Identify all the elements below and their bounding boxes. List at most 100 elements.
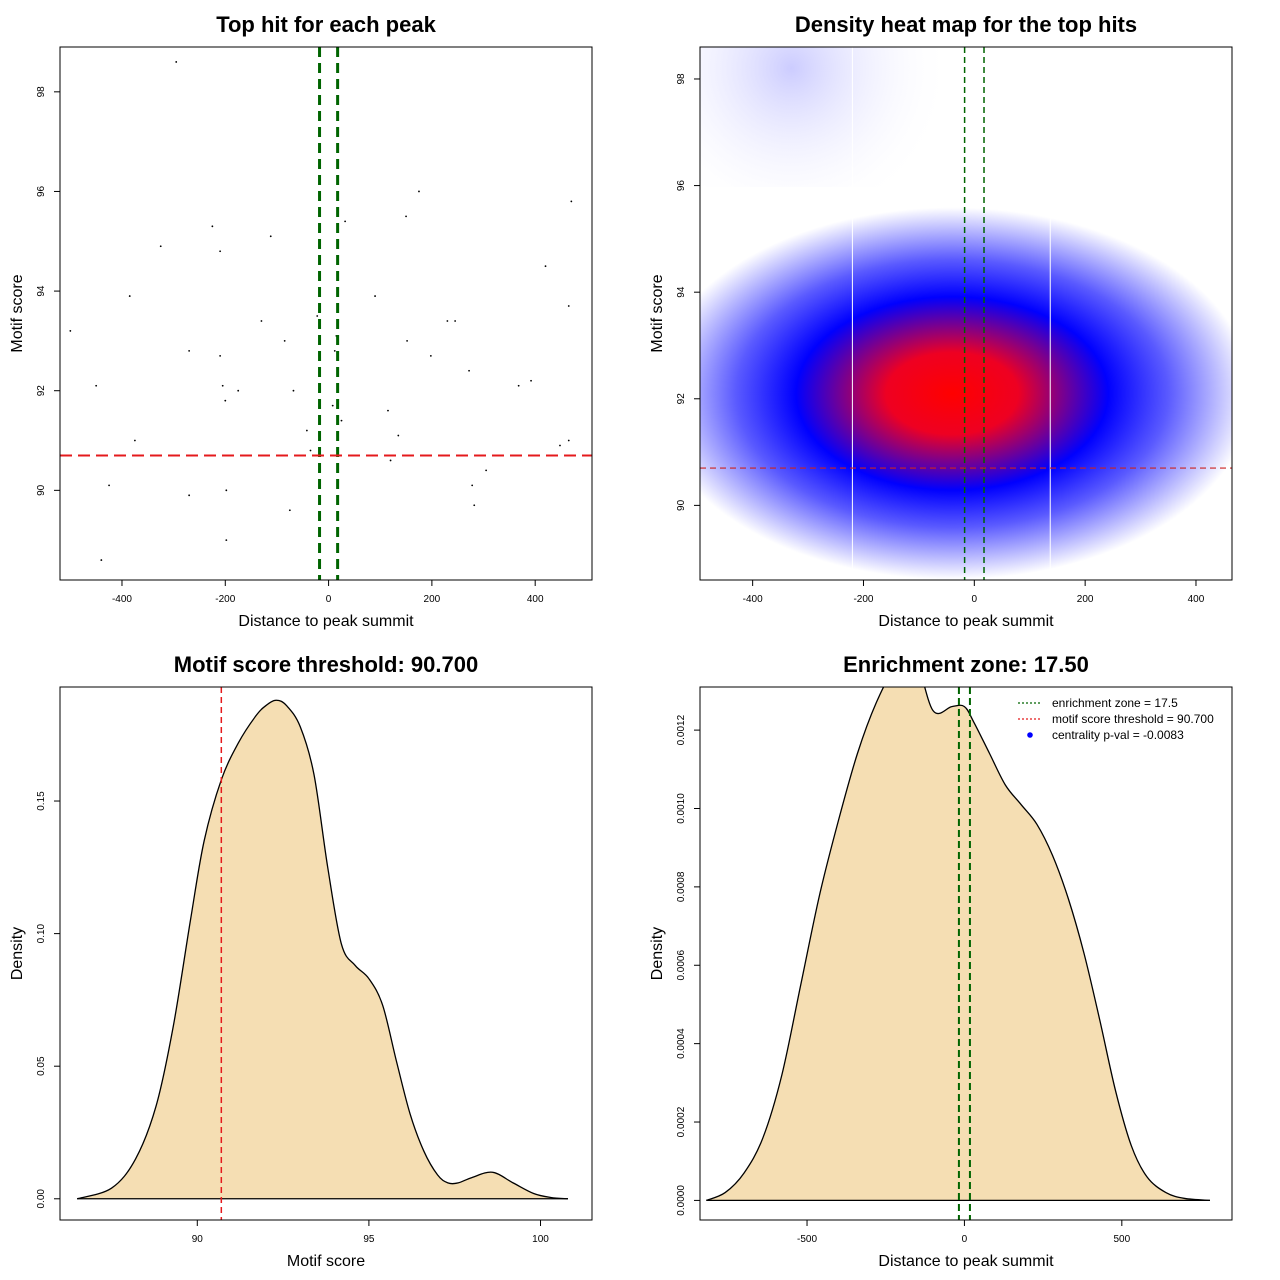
y-tick-label: 94 xyxy=(676,286,687,298)
chart-top-hit-scatter: -400 -200 0 200 400 90 92 94 96 98 Top hit for eac… xyxy=(9,12,593,630)
data-point xyxy=(237,389,240,392)
data-point xyxy=(69,330,72,332)
x-tick-label: -200 xyxy=(853,594,873,605)
x-tick-label: 0 xyxy=(326,594,332,605)
data-point xyxy=(269,235,272,238)
data-point xyxy=(485,469,488,472)
data-point xyxy=(159,245,162,248)
data-point xyxy=(221,384,224,387)
x-tick-label: -200 xyxy=(215,594,235,605)
density-area xyxy=(77,700,568,1199)
plot-area xyxy=(706,687,1211,1220)
data-point xyxy=(292,389,295,392)
x-tick-label: 200 xyxy=(1077,594,1094,605)
chart-motif-score-density: 90 95 100 0.00 0.05 0.10 0.15 Motif score thres… xyxy=(9,652,593,1270)
data-point xyxy=(108,484,110,487)
data-point xyxy=(219,354,222,357)
plot-area xyxy=(60,47,592,580)
data-point xyxy=(188,349,191,352)
data-point xyxy=(418,190,420,193)
data-point xyxy=(219,250,222,253)
plot-area xyxy=(700,47,1232,580)
plot-frame xyxy=(59,46,593,581)
legend: enrichment zone = 17.5 motif score thresh… xyxy=(1018,696,1214,742)
chart-title: Motif score threshold: 90.700 xyxy=(174,652,478,677)
data-point xyxy=(517,384,520,387)
data-point xyxy=(405,215,407,218)
y-tick-label: 96 xyxy=(676,180,687,192)
x-axis-label: Distance to peak summit xyxy=(238,613,414,630)
data-point xyxy=(567,305,570,307)
y-tick-label: 0.0010 xyxy=(676,793,687,824)
data-point xyxy=(211,225,214,228)
x-tick-label: -400 xyxy=(112,594,132,605)
chart-title: Enrichment zone: 17.50 xyxy=(843,652,1089,677)
y-tick-label: 90 xyxy=(36,484,47,496)
x-axis-label: Distance to peak summit xyxy=(878,1253,1054,1270)
y-tick-label: 0.00 xyxy=(36,1189,47,1209)
y-tick-label: 0.0012 xyxy=(676,714,687,745)
data-point xyxy=(100,559,103,561)
data-point xyxy=(530,379,532,382)
data-point xyxy=(333,349,336,352)
data-point xyxy=(389,459,392,462)
y-tick-label: 0.15 xyxy=(36,791,47,811)
y-axis-label: Motif score xyxy=(9,274,26,352)
legend-entry-label: centrality p-val = -0.0083 xyxy=(1052,728,1184,742)
density-curve xyxy=(76,699,569,1200)
data-point xyxy=(316,315,319,317)
data-point xyxy=(288,509,291,512)
x-tick-label: 200 xyxy=(424,594,441,605)
y-tick-label: 92 xyxy=(676,393,687,405)
y-tick-label: 0.05 xyxy=(36,1056,47,1076)
data-point xyxy=(454,320,457,322)
x-axis-label: Motif score xyxy=(287,1253,365,1270)
plot-frame xyxy=(59,686,593,1221)
data-point xyxy=(128,295,131,297)
y-axis-label: Density xyxy=(649,927,666,980)
x-axis-label: Distance to peak summit xyxy=(878,613,1054,630)
data-point xyxy=(468,369,470,372)
y-tick-label: 0.10 xyxy=(36,923,47,943)
y-tick-label: 0.0002 xyxy=(676,1106,687,1137)
plot-area xyxy=(76,687,569,1220)
x-tick-label: 0 xyxy=(962,1234,968,1245)
data-point xyxy=(309,449,312,452)
chart-title: Top hit for each peak xyxy=(216,12,436,37)
y-tick-label: 92 xyxy=(36,385,47,397)
data-point xyxy=(387,409,389,412)
data-point xyxy=(471,484,474,487)
y-tick-label: 0.0008 xyxy=(676,871,687,902)
data-point xyxy=(283,339,286,342)
data-point xyxy=(331,404,334,407)
y-axis-label: Motif score xyxy=(649,274,666,352)
chart-title: Density heat map for the top hits xyxy=(795,12,1137,37)
data-point xyxy=(397,434,400,437)
x-tick-label: 500 xyxy=(1113,1234,1130,1245)
x-tick-label: 400 xyxy=(1188,594,1205,605)
y-tick-label: 98 xyxy=(36,86,47,98)
density-curve xyxy=(706,687,1211,1202)
y-tick-label: 96 xyxy=(36,185,47,197)
density-field-secondary xyxy=(700,47,1232,187)
data-point xyxy=(559,444,561,447)
data-point xyxy=(224,399,227,402)
data-point xyxy=(570,200,573,203)
legend-dot-icon xyxy=(1027,732,1033,738)
data-point xyxy=(374,295,376,297)
data-point xyxy=(340,419,343,422)
x-tick-label: -400 xyxy=(743,594,763,605)
data-point xyxy=(225,539,228,542)
data-point xyxy=(260,320,263,322)
data-point xyxy=(544,265,547,268)
data-point xyxy=(473,504,476,507)
data-point xyxy=(133,439,136,442)
y-tick-label: 94 xyxy=(36,285,47,297)
plot-frame xyxy=(699,46,1233,581)
data-point xyxy=(567,439,570,442)
data-point xyxy=(344,220,347,223)
plot-frame xyxy=(699,686,1233,1221)
x-tick-label: 400 xyxy=(527,594,544,605)
y-tick-label: 0.0006 xyxy=(676,950,687,981)
